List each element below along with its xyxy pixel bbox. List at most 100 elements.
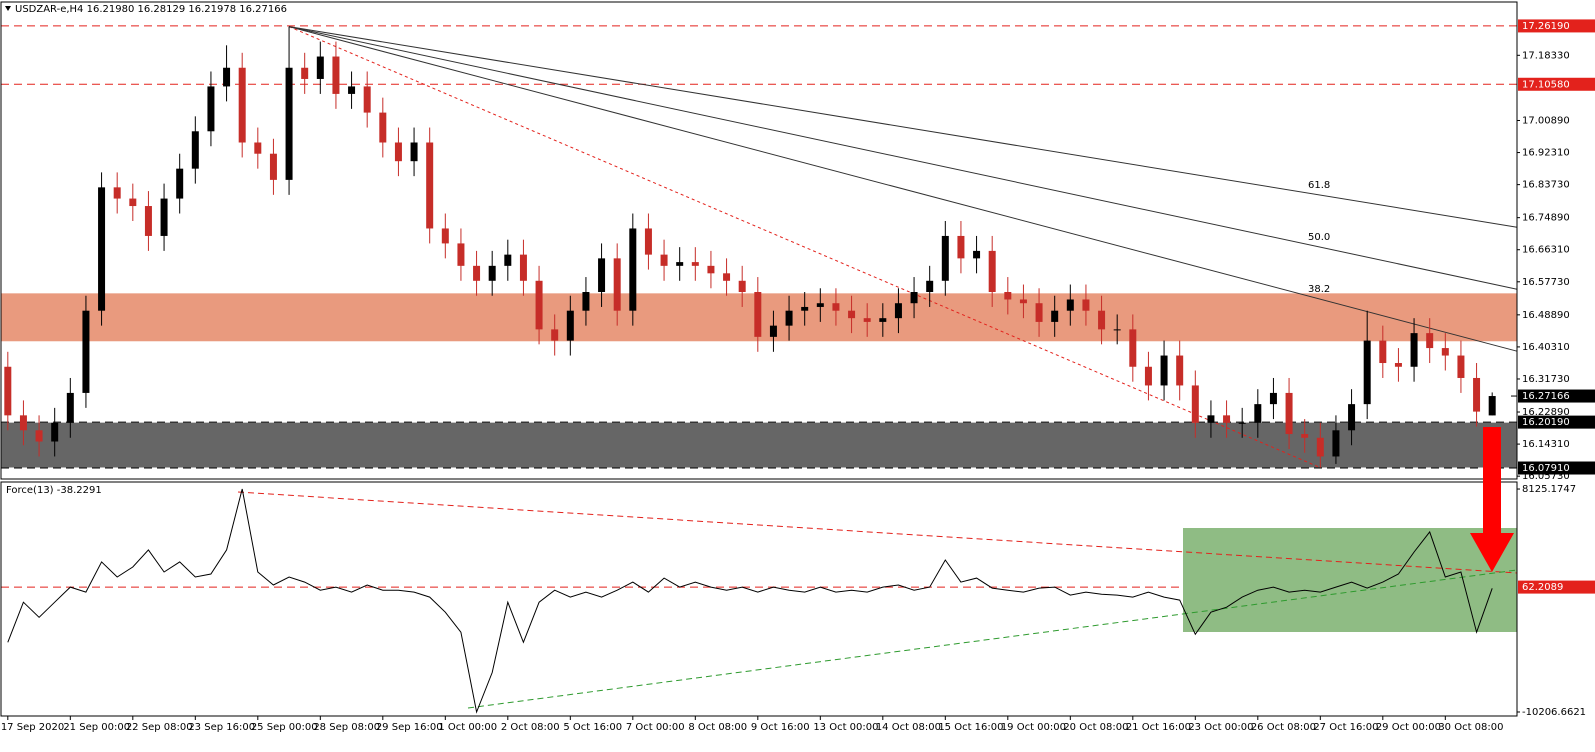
candle-body [879, 318, 887, 322]
candle-body [207, 86, 215, 132]
trend-line [288, 26, 1321, 469]
candle-body [1238, 422, 1246, 424]
x-tick-label: 29 Sep 16:00 [376, 722, 443, 733]
candle-body [1410, 333, 1418, 367]
candle-body [848, 310, 856, 319]
candle-body [1082, 299, 1090, 311]
fan-label: 61.8 [1308, 180, 1330, 191]
y-tick-label: 16.40310 [1522, 342, 1570, 353]
candle-body [66, 392, 74, 423]
candle-body [1144, 366, 1152, 386]
candle-body [269, 153, 277, 180]
candle-body [910, 292, 918, 304]
candle-body [426, 142, 434, 229]
candle-body [160, 198, 168, 236]
fan-line [288, 26, 1518, 290]
x-tick-label: 22 Sep 08:00 [126, 722, 193, 733]
x-tick-label: 28 Sep 08:00 [313, 722, 380, 733]
candle-body [926, 280, 934, 293]
y-tick-label: 16.05730 [1522, 471, 1570, 482]
candle-body [691, 262, 699, 266]
candle-body [785, 310, 793, 326]
candle-body [1098, 310, 1106, 330]
support-zone [1, 422, 1517, 469]
candle-body [473, 265, 481, 281]
candle-body [363, 86, 371, 113]
candle-body [332, 56, 340, 94]
candle-body [82, 310, 90, 393]
level-label-bg [1518, 77, 1595, 91]
candle-body [629, 228, 637, 311]
candle-body [223, 67, 231, 87]
candle-body [1051, 310, 1059, 322]
candle-body [1363, 340, 1371, 405]
fan-line [288, 26, 1518, 352]
candle-body [988, 250, 996, 293]
arrow [1470, 427, 1514, 572]
x-tick-label: 5 Oct 16:00 [563, 722, 622, 733]
level-label: 16.07910 [1522, 463, 1570, 474]
x-tick-label: 19 Oct 00:00 [1001, 722, 1066, 733]
candle-body [144, 206, 152, 236]
candle-body [863, 318, 871, 322]
candle-body [488, 265, 496, 281]
level-label: 16.20190 [1522, 417, 1570, 428]
candle-body [738, 280, 746, 293]
y-tick-label: 16.31730 [1522, 374, 1570, 385]
level-label: 17.26190 [1522, 21, 1570, 32]
arrow-shaft [1483, 427, 1501, 535]
y-tick-label: 17.00890 [1522, 115, 1570, 126]
y-tick-label: 16.14310 [1522, 439, 1570, 450]
title-marker [5, 6, 11, 11]
candle-body [957, 235, 965, 259]
x-tick-label: 27 Oct 16:00 [1313, 722, 1378, 733]
level-label-bg [1518, 461, 1595, 475]
level-label: 62.2089 [1522, 582, 1563, 593]
candle-body [1348, 404, 1356, 431]
x-tick-label: 7 Oct 00:00 [626, 722, 685, 733]
candle-body [723, 273, 731, 281]
candle-body [1488, 396, 1496, 416]
candle-body [1301, 434, 1309, 438]
candle-body [551, 329, 559, 341]
level-label-bg [1518, 580, 1595, 594]
candle-body [176, 168, 184, 199]
plot: 38.2 50.0 61.8 [4, 26, 1518, 714]
candle-body [1269, 392, 1277, 405]
y-tick-label: 8125.1747 [1522, 484, 1576, 495]
candle-body [1285, 392, 1293, 435]
candle-body [113, 187, 121, 199]
candle-body [1223, 415, 1231, 423]
candle-body [316, 56, 324, 79]
x-tick-label: 21 Sep 00:00 [63, 722, 130, 733]
x-tick-label: 25 Sep 00:00 [251, 722, 318, 733]
candle-body [1426, 333, 1434, 349]
candle-body [1316, 437, 1324, 457]
candle-body [816, 303, 824, 307]
fan-line [288, 26, 1518, 228]
x-tick-label: 9 Oct 16:00 [751, 722, 810, 733]
candle-body [1066, 299, 1074, 311]
y-tick-label: 16.83730 [1522, 180, 1570, 191]
candle-body [254, 142, 262, 154]
candle-body [191, 131, 199, 169]
x-tick-label: 29 Oct 00:00 [1376, 722, 1441, 733]
candle-body [1473, 377, 1481, 412]
level-label-bg [1518, 415, 1595, 429]
candle-body [707, 265, 715, 274]
candle-body [35, 430, 43, 442]
fan-label: 50.0 [1308, 232, 1330, 243]
candle-body [1129, 329, 1137, 367]
y-tick-label: 16.22890 [1522, 407, 1570, 418]
y-tick-label: 16.66310 [1522, 245, 1570, 256]
current-price-label: 16.27166 [1522, 391, 1570, 402]
candle-body [457, 243, 465, 266]
x-tick-label: 1 Oct 00:00 [438, 722, 497, 733]
x-tick-label: 17 Sep 2020 [1, 722, 64, 733]
candle-body [832, 303, 840, 311]
candle-body [598, 258, 606, 293]
x-tick-label: 13 Oct 00:00 [813, 722, 878, 733]
candle-body [1441, 348, 1449, 356]
candle-body [1004, 292, 1012, 300]
price-panel-border [0, 1, 1518, 480]
